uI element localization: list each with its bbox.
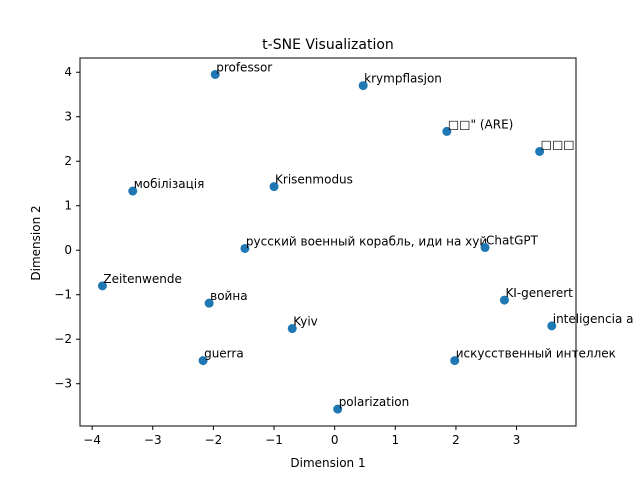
x-tick-label: 3 [513,433,521,447]
y-tick-label: −1 [54,288,72,302]
data-point: Krisenmodus [269,173,353,192]
point-label: polarization [339,395,410,409]
data-point: русский военный корабль, иди на хуй [240,234,487,253]
y-tick-label: 2 [64,154,72,168]
y-tick-label: 1 [64,199,72,213]
point-marker [97,281,107,291]
point-label: русский военный корабль, иди на хуй [246,234,487,248]
point-marker [480,243,490,253]
data-point: война [204,289,248,308]
axes-layer: −4 −3 −2 −1 0 1 2 3 −3 −2 −1 0 1 2 3 4 [54,57,577,447]
data-point: ChatGPT [480,234,539,253]
x-tick-label: 2 [452,433,460,447]
point-marker [547,321,557,331]
y-tick-label: −2 [54,332,72,346]
data-point: мобілізація [128,177,204,196]
point-label: □□" (ARE) [448,117,514,131]
data-point: krympflasjon [358,72,442,91]
points-layer: professor krympflasjon □□" (ARE) □□□ мобіліз… [97,60,634,414]
point-label: искусственный интеллек [456,347,616,361]
point-marker [269,182,279,192]
y-tick-label: 0 [64,243,72,257]
x-tick-label: −3 [144,433,162,447]
data-point: Zeitenwende [97,272,182,291]
data-point: KI-generert [499,286,573,305]
x-tick-label: −1 [265,433,283,447]
y-tick-label: 4 [64,65,72,79]
point-label: ChatGPT [486,234,539,248]
point-marker [128,186,138,196]
point-marker [535,146,545,156]
plot-frame [79,57,577,427]
point-marker [198,356,208,366]
point-marker [333,404,343,414]
data-point: Kyiv [287,315,318,334]
data-point: polarization [333,395,409,414]
point-marker [240,243,250,253]
chart-title: t-SNE Visualization [262,37,394,53]
x-tick-label: 0 [331,433,339,447]
data-point: professor [210,60,272,79]
point-marker [442,126,452,136]
data-point: искусственный интеллек [450,347,616,366]
point-label: professor [216,60,272,74]
point-marker [204,298,214,308]
data-point: □□" (ARE) [442,117,513,136]
point-marker [450,356,460,366]
point-marker [210,69,220,79]
point-label: KI-generert [505,286,573,300]
data-point: guerra [198,347,244,366]
x-tick-label: 1 [391,433,399,447]
point-label: мобілізація [134,177,205,191]
point-label: inteligencia a [553,312,634,326]
point-label: □□□ [541,137,575,151]
point-label: Zeitenwende [103,272,181,286]
point-marker [287,324,297,334]
y-tick-label: −3 [54,377,72,391]
y-tick-label: 3 [64,110,72,124]
x-tick-label: −2 [205,433,223,447]
point-label: Krisenmodus [275,173,353,187]
x-tick-label: −4 [83,433,101,447]
x-axis-label: Dimension 1 [290,456,365,470]
data-point: □□□ [535,137,575,156]
data-point: inteligencia a [547,312,634,331]
point-label: krympflasjon [364,72,442,86]
point-label: Kyiv [293,315,318,329]
point-marker [499,295,509,305]
point-marker [358,81,368,91]
y-axis-label: Dimension 2 [29,205,43,280]
point-label: война [210,289,247,303]
point-label: guerra [204,347,244,361]
